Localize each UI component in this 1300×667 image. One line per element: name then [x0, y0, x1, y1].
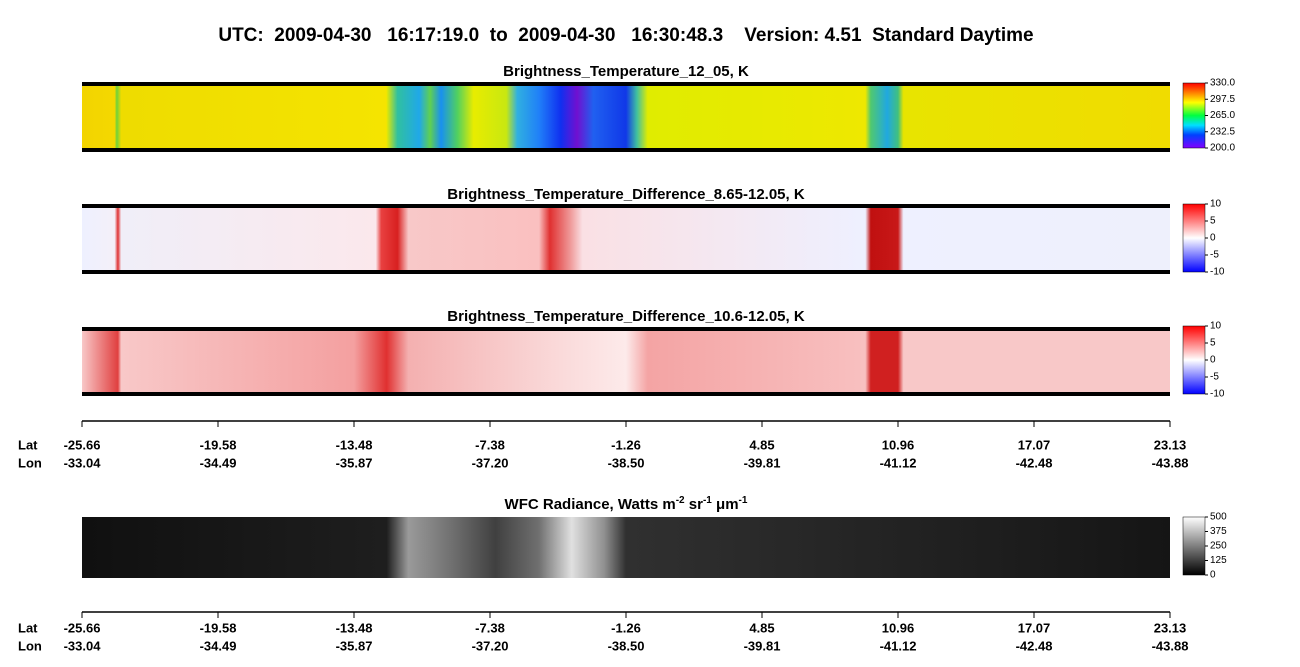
lon-value: -38.50: [608, 455, 645, 470]
colorbar-label: 297.5: [1210, 94, 1235, 105]
lat-value: 10.96: [882, 437, 915, 452]
lat-value: 17.07: [1018, 437, 1051, 452]
colorbar-label: 0: [1210, 233, 1216, 244]
colorbar-label: 10: [1210, 321, 1222, 332]
image-wfc: [82, 517, 1170, 578]
colorbar-label: -10: [1210, 267, 1225, 278]
lon-value: -38.50: [608, 638, 645, 653]
lon-value: -34.49: [200, 638, 237, 653]
lat-label: Lat: [18, 437, 38, 452]
colorbar-label: 0: [1210, 570, 1216, 581]
panel-title: Brightness_Temperature_Difference_8.65-1…: [447, 186, 805, 203]
lat-value: -13.48: [336, 620, 373, 635]
title-part: -1: [703, 495, 712, 506]
colorbar-label: 200.0: [1210, 143, 1235, 154]
title-part: sr: [685, 496, 704, 513]
colorbar-label: 125: [1210, 555, 1227, 566]
image-btd106: [82, 328, 1170, 396]
colorbar-label: 0: [1210, 355, 1216, 366]
lat-value: 10.96: [882, 620, 915, 635]
lat-value: -13.48: [336, 437, 373, 452]
lat-value: -19.58: [200, 437, 237, 452]
image-bt12: [82, 83, 1170, 152]
lat-value: -19.58: [200, 620, 237, 635]
lat-value: -25.66: [64, 437, 101, 452]
lat-value: 23.13: [1154, 620, 1187, 635]
colorbar-label: 10: [1210, 199, 1222, 210]
lat-label: Lat: [18, 620, 38, 635]
title-part: -1: [739, 495, 748, 506]
lon-value: -33.04: [64, 638, 102, 653]
title-part: WFC Radiance, Watts m: [505, 496, 676, 513]
lat-value: 4.85: [749, 620, 774, 635]
title-part: -2: [676, 495, 685, 506]
lon-label: Lon: [18, 638, 42, 653]
colorbar: [1182, 203, 1206, 273]
lon-value: -41.12: [880, 455, 917, 470]
colorbar-label: 250: [1210, 541, 1227, 552]
colorbar-label: 5: [1210, 338, 1216, 349]
colorbar-label: 5: [1210, 216, 1216, 227]
lat-value: -1.26: [611, 437, 641, 452]
colorbar-label: 330.0: [1210, 78, 1235, 89]
colorbar-label: 375: [1210, 526, 1227, 537]
lon-value: -39.81: [744, 455, 781, 470]
swath-borders: [82, 82, 1170, 396]
panel-title: WFC Radiance, Watts m-2 sr-1 μm-1: [505, 495, 748, 513]
lon-value: -39.81: [744, 638, 781, 653]
colorbar-label: -5: [1210, 250, 1219, 261]
colorbar: [1182, 325, 1206, 395]
lon-value: -37.20: [472, 455, 509, 470]
lon-value: -34.49: [200, 455, 237, 470]
lon-value: -33.04: [64, 455, 102, 470]
lon-value: -42.48: [1016, 638, 1053, 653]
colorbar: [1182, 516, 1206, 576]
colorbar-label: 500: [1210, 512, 1227, 523]
image-btd865: [82, 205, 1170, 274]
lon-value: -42.48: [1016, 455, 1053, 470]
lon-label: Lon: [18, 455, 42, 470]
lon-value: -35.87: [336, 455, 373, 470]
lon-value: -37.20: [472, 638, 509, 653]
panel-title: Brightness_Temperature_12_05, K: [503, 63, 749, 80]
colorbar-label: -10: [1210, 389, 1225, 400]
lon-value: -41.12: [880, 638, 917, 653]
lat-value: 17.07: [1018, 620, 1051, 635]
lon-value: -43.88: [1152, 455, 1189, 470]
panel-title: Brightness_Temperature_Difference_10.6-1…: [447, 308, 805, 325]
lat-value: -7.38: [475, 620, 505, 635]
lat-value: 23.13: [1154, 437, 1187, 452]
lon-value: -43.88: [1152, 638, 1189, 653]
title-part: μm: [712, 496, 739, 513]
lon-value: -35.87: [336, 638, 373, 653]
lat-value: -1.26: [611, 620, 641, 635]
colorbar-label: 232.5: [1210, 126, 1235, 137]
page-title: UTC: 2009-04-30 16:17:19.0 to 2009-04-30…: [218, 25, 1033, 46]
colorbar-label: -5: [1210, 372, 1219, 383]
lat-value: 4.85: [749, 437, 774, 452]
lat-value: -25.66: [64, 620, 101, 635]
lat-value: -7.38: [475, 437, 505, 452]
colorbar: [1182, 82, 1206, 149]
colorbar-label: 265.0: [1210, 110, 1235, 121]
